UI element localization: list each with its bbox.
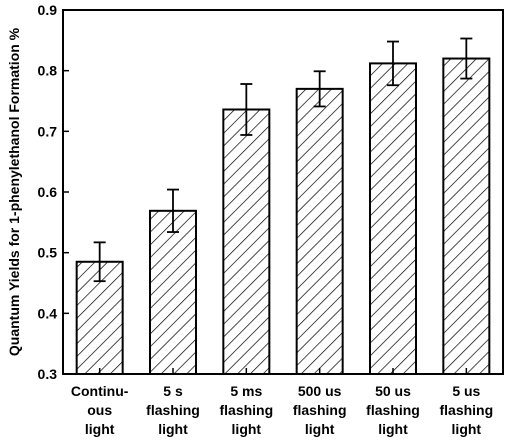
x-category-label-line: light — [85, 421, 115, 437]
x-category-label-line: 5 us — [452, 383, 480, 399]
x-category-label-line: ous — [87, 402, 112, 418]
x-category-label-line: flashing — [219, 402, 273, 418]
x-category-label-line: 50 us — [375, 383, 411, 399]
bar-group — [369, 40, 417, 376]
x-category-label-line: flashing — [366, 402, 420, 418]
y-axis-label-group: Quantum Yields for 1-phenylethanol Forma… — [6, 27, 22, 356]
x-category-label: 5 ms flashing light — [219, 383, 273, 437]
x-category-label-line: flashing — [439, 402, 493, 418]
x-category-label-line: 5 s — [163, 383, 183, 399]
bar-group — [295, 70, 344, 375]
plot-area — [62, 9, 504, 375]
x-category-label: 5 s flashing light — [146, 383, 200, 437]
x-category-label-line: flashing — [293, 402, 347, 418]
x-category-label-line: 5 ms — [230, 383, 262, 399]
x-category-label-line: light — [378, 421, 408, 437]
x-category-label: 5 us flashing light — [439, 383, 493, 437]
bar — [442, 57, 491, 376]
x-category-label-line: flashing — [146, 402, 200, 418]
y-tick-label: 0.9 — [38, 2, 58, 18]
y-tick-label: 0.6 — [38, 184, 58, 200]
bar-series — [75, 37, 491, 376]
plot-frame — [62, 9, 504, 375]
y-axis-label: Quantum Yields for 1-phenylethanol Forma… — [6, 27, 22, 356]
bar-group — [75, 241, 124, 375]
bar-group — [149, 188, 197, 375]
y-tick-label: 0.8 — [38, 63, 58, 79]
bar — [149, 209, 197, 375]
x-category-label: 500 us flashing light — [293, 383, 347, 437]
bar-group — [442, 37, 491, 376]
x-category-label-line: 500 us — [298, 383, 342, 399]
x-category-label: Continu-ous light — [71, 383, 129, 437]
bar — [222, 108, 271, 375]
bar — [369, 62, 417, 376]
x-axis: Continu-ous light 5 s flashing light 5 ms flas… — [71, 368, 493, 437]
y-tick-label: 0.4 — [38, 305, 58, 321]
y-tick-label: 0.7 — [38, 123, 58, 139]
y-tick-label: 0.5 — [38, 245, 58, 261]
y-axis: 0.3 0.4 0.5 0.6 0.7 0.8 0.9 — [38, 2, 69, 382]
x-category-label-line: light — [452, 421, 482, 437]
x-category-label-line: light — [232, 421, 262, 437]
bar-group — [222, 83, 271, 375]
x-category-label-line: light — [305, 421, 335, 437]
bar — [295, 87, 344, 375]
y-tick-label: 0.3 — [38, 366, 58, 382]
x-category-label: 50 us flashing light — [366, 383, 420, 437]
x-category-label-line: light — [158, 421, 188, 437]
x-category-label-line: Continu- — [71, 383, 129, 399]
